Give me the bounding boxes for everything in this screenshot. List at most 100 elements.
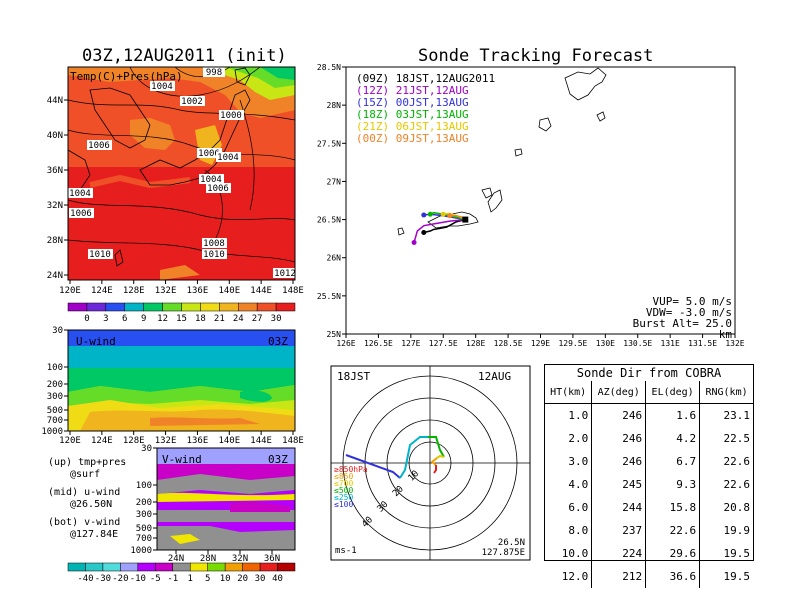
y-tick-label: 700 [136,534,152,544]
track-endpoint [421,212,427,218]
table-row: 1.0 246 1.6 23.1 [545,403,753,427]
x-tick-label: 24N [168,554,184,564]
colorbar-tick-label: -20 [112,574,128,584]
temperature-colorbar: 0 3 6 9 12 15 18 21 24 27 30 [67,302,296,324]
table-cell: 237 [591,519,646,542]
table-cell: 246 [591,403,646,427]
note-mid: (mid) u-wind [48,487,121,498]
table-header-cell: HT(km) [545,381,592,404]
isobar-label: 1008 [203,239,225,249]
table-cell: 20.8 [699,496,753,519]
polar-date: 12AUG [478,370,511,383]
vwind-time: 03Z [268,453,288,466]
isobar-label: 1010 [89,250,111,260]
x-tick-label: 128E [466,339,485,348]
tracking-yticks: 28.5N 28N 27.5N 27N 26.5N 26N 25.5N 25N [317,63,346,339]
direction-table-panel: Sonde Dir from COBRA HT(km) AZ(deg) EL(deg… [544,364,754,588]
x-tick-label: 132E [725,339,744,348]
table-row: 8.0 237 22.6 19.9 [545,519,753,542]
param-burst: Burst Alt= 25.0 km [632,317,732,341]
x-tick-label: 124E [91,436,113,446]
polar-legend-entry: ≤100 [334,500,353,509]
isobar-label: 1010 [203,250,225,260]
y-tick-label: 200 [47,380,63,390]
x-tick-label: 140E [218,286,240,296]
launch-site-marker [462,216,469,223]
tracking-legend-entry: (12Z) 21JST,12AUG [356,85,495,97]
note-bot-level: @127.84E [70,529,119,540]
colorbar-tick-label: 27 [252,314,263,324]
track-endpoint [447,213,453,219]
y-tick-label: 28N [327,101,342,110]
table-cell: 2.0 [568,432,589,445]
tracking-xticks: 126E 126.5E 127E 127.5E 128E 128.5E 129E 129.5E… [336,334,745,348]
x-tick-label: 120E [59,286,81,296]
colorbar-tick-label: 20 [237,574,248,584]
wind-colorbar: -40 -30 -20 -10 -5 -1 1 5 10 20 30 40 [67,562,296,584]
colorbar-swatch [137,562,156,572]
isobar-label: 1006 [198,149,220,159]
x-tick-label: 131E [661,339,680,348]
table-cell: 8.0 [568,524,589,537]
x-tick-label: 144E [250,286,272,296]
table-cell: 4.0 [568,478,589,491]
left-map-yticks: 44N 40N 36N 32N 28N 24N [47,96,68,281]
colorbar-swatch [238,302,258,312]
tracking-legend-entry: (00Z) 09JST,13AUG [356,133,495,145]
left-map-title: 03Z,12AUG2011 (init) [82,46,287,66]
table-cell: 244 [591,496,646,519]
y-tick-label: 30 [141,444,152,454]
x-tick-label: 127.5E [429,339,458,348]
table-row: 3.0 246 6.7 22.6 [545,450,753,473]
note-up-level: @surf [70,469,101,480]
vwind-label: V-wind [162,453,202,466]
panel-notes: (up) tmp+pres @surf (mid) u-wind @26.50N… [48,457,126,541]
colorbar-tick-label: 18 [195,314,206,324]
isobar-label: 1006 [88,141,110,151]
x-tick-label: 144E [250,436,272,446]
colorbar-swatch [181,302,201,312]
table-cell: 22.6 [699,473,753,496]
colorbar-tick-label: 30 [255,574,266,584]
table-cell: 6.7 [645,450,700,473]
y-tick-label: 300 [136,510,152,520]
left-map-label: Temp(C)+Pres(hPa) [70,70,183,83]
isobar-label: 1002 [181,97,203,107]
legend-code: (12Z) [356,84,390,97]
isobar-labels: 998 1004 1002 1000 1006 1006 1004 1004 1… [68,67,295,279]
colorbar-swatch [256,302,277,312]
legend-code: (15Z) [356,96,390,109]
colorbar-swatch [85,562,104,572]
colorbar-tick-label: 40 [272,574,283,584]
table-header-cell: AZ(deg) [591,381,646,404]
table-row: 4.0 245 9.3 22.6 [545,473,753,496]
track-line [413,218,466,243]
x-tick-label: 148E [282,436,304,446]
y-tick-label: 100 [47,363,63,373]
note-bot: (bot) v-wind [48,517,121,528]
y-tick-label: 28N [47,236,63,246]
colorbar-swatch [242,562,261,572]
colorbar-tick-label: 6 [122,314,127,324]
colorbar-tick-label: 24 [233,314,244,324]
colorbar-tick-label: 12 [157,314,168,324]
polar-hodograph [345,436,445,479]
colorbar-swatch [172,562,191,572]
table-cell: 224 [591,542,646,565]
table-cell: 10.0 [561,547,589,560]
colorbar-swatch [102,562,121,572]
x-tick-label: 120E [59,436,81,446]
table-cell: 1.6 [645,403,700,427]
x-tick-label: 136E [187,286,209,296]
table-row: 12.0 212 36.6 19.5 [545,565,753,588]
isobar-label: 1004 [69,189,91,199]
tracking-title: Sonde Tracking Forecast [418,46,654,66]
y-tick-label: 26N [327,254,342,263]
x-tick-label: 129E [531,339,550,348]
x-tick-label: 130.5E [623,339,652,348]
table-header-cell: EL(deg) [645,381,700,404]
legend-text: 03JST,13AUG [395,108,469,121]
isobar-label: 1000 [220,111,242,121]
